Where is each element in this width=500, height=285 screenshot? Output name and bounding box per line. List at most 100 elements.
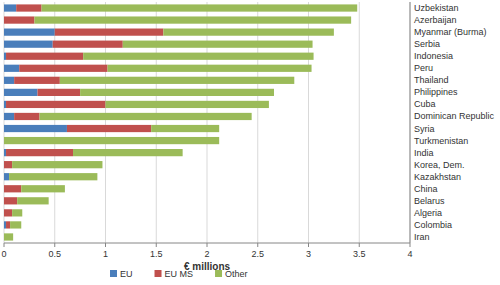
tick-mark [207,243,208,247]
tick-mark [308,243,309,247]
tick-label: 2 [204,249,209,259]
bar-segment [4,113,14,120]
bar-segment [4,29,55,36]
bar-segment [40,113,252,120]
grid-line [156,2,157,243]
legend-swatch [110,270,117,277]
grid-line [105,2,106,243]
tick-label: 1.5 [150,249,163,259]
bar-segment [4,137,219,144]
bar-segment [10,221,21,228]
category-label: Azerbaijan [414,15,457,25]
tick-mark [4,243,5,247]
bar-segment [4,197,17,204]
tick-label: 4 [407,249,412,259]
category-label: Dominican Republic [414,111,495,121]
bar-segment [4,233,13,240]
grid-line [410,2,411,243]
grid-line [308,2,309,243]
category-label: Peru [414,63,433,73]
chart: 0 0.5 1 1.5 2 2.5 3 3.5 4 Uzbekistan Azerbaijan Mya… [0,0,500,285]
bar-segment [83,53,313,60]
bar-segment [21,185,65,192]
grid-line [207,2,208,243]
bar-segment [6,221,10,228]
category-label: Iran [414,232,430,242]
bar-segment [53,41,123,48]
legend-label: EU MS [165,269,194,279]
category-label: China [414,184,438,194]
bar-segment [55,29,164,36]
bar-segment [4,125,67,132]
bar-segment [12,161,102,168]
tick-mark [410,243,411,247]
tick-mark [54,243,55,247]
tick-label: 3.5 [353,249,366,259]
category-label: Thailand [414,75,449,85]
bar-segment [9,173,97,180]
bars [4,4,357,240]
bar-segment [17,197,48,204]
bar-segment [4,41,53,48]
bar-segment [108,65,312,72]
category-label: Uzbekistan [414,3,459,13]
grid-line [257,2,258,243]
bar-segment [34,16,351,23]
bar-segment [67,125,151,132]
bar-segment [6,53,83,60]
category-label: Myanmar (Burma) [414,27,487,37]
bar-segment [4,89,37,96]
tick-mark [156,243,157,247]
category-label: Belarus [414,196,445,206]
bar-segment [4,77,14,84]
bar-segment [6,101,105,108]
bar-segment [163,29,334,36]
bar-segment [4,149,6,156]
tick-label: 0.5 [48,249,61,259]
bar-segment [14,113,39,120]
bar-segment [4,16,34,23]
legend-swatch [215,270,222,277]
bar-segment [37,89,80,96]
category-label: India [414,148,434,158]
bar-segment [4,101,6,108]
bar-segment [14,77,60,84]
bar-segment [106,101,269,108]
bar-segment [4,161,12,168]
category-label: Colombia [414,220,452,230]
category-label: Korea, Dem. [414,160,465,170]
bar-segment [4,173,9,180]
bar-segment [6,149,73,156]
category-label: Indonesia [414,51,453,61]
bar-segment [42,4,358,11]
bar-segment [73,149,183,156]
category-label: Turkmenistan [414,136,468,146]
tick-mark [105,243,106,247]
bar-segment [12,209,22,216]
category-label: Serbia [414,39,440,49]
bar-segment [123,41,313,48]
bar-segment [4,53,6,60]
grid-line [4,2,5,243]
bar-segment [19,65,107,72]
tick-mark [359,243,360,247]
tick-label: 0 [1,249,6,259]
legend-label: Other [225,269,248,279]
bar-segment [151,125,219,132]
category-label: Philippines [414,87,458,97]
category-label: Syria [414,124,435,134]
bar-segment [4,221,6,228]
tick-label: 2.5 [251,249,264,259]
tick-mark [257,243,258,247]
tick-label: 1 [103,249,108,259]
grid-line [359,2,360,243]
bar-segment [4,209,12,216]
category-label: Algeria [414,208,442,218]
category-label: Cuba [414,99,436,109]
legend-swatch [155,270,162,277]
tick-label: 3 [306,249,311,259]
bar-segment [4,185,21,192]
bar-segment [4,65,19,72]
grid-line [54,2,55,243]
bar-segment [80,89,274,96]
